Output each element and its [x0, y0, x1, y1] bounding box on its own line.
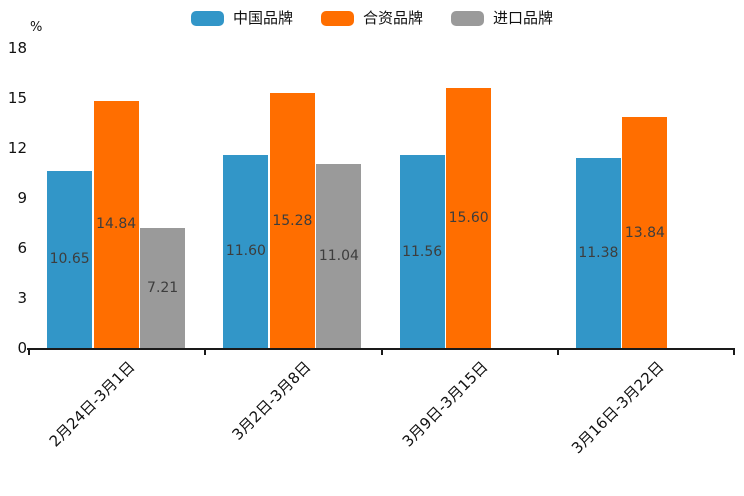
x-tick-mark: [28, 348, 30, 355]
legend-item-1: 合资品牌: [320, 9, 423, 27]
bar: [399, 155, 445, 348]
bar-value-label: 13.84: [624, 224, 665, 241]
bar-value-label: 14.84: [96, 216, 137, 233]
legend-label: 进口品牌: [493, 9, 554, 27]
x-tick-label: 3月9日-3月15日: [398, 357, 492, 451]
y-tick-label: 18: [7, 39, 27, 57]
y-tick-label: 15: [7, 89, 27, 107]
x-tick-label: 3月16日-3月22日: [567, 357, 668, 458]
legend-label: 合资品牌: [362, 9, 423, 27]
y-tick-label: 0: [17, 339, 27, 357]
bar-value-label: 15.28: [272, 212, 313, 229]
legend-swatch-icon: [320, 10, 354, 26]
bar-value-label: 15.60: [448, 210, 489, 226]
x-tick-mark: [733, 348, 735, 355]
y-tick-label: 6: [17, 239, 27, 257]
bar: [93, 100, 139, 348]
legend-item-2: 进口品牌: [451, 9, 553, 27]
bar: [316, 164, 362, 348]
bar: [47, 170, 93, 348]
bar: [223, 154, 269, 348]
y-tick-label: 9: [17, 189, 27, 207]
bar-value-label: 11.56: [402, 243, 443, 260]
bar: [140, 227, 186, 348]
bar: [622, 117, 668, 348]
y-tick-label: 3: [17, 289, 27, 307]
legend-label: 中国品牌: [232, 9, 293, 27]
y-axis-unit-label: %: [30, 20, 43, 35]
bar-value-label: 11.04: [318, 248, 359, 264]
bar: [446, 88, 492, 348]
bar-value-label: 7.21: [147, 279, 179, 296]
x-tick-mark: [380, 348, 383, 355]
y-tick-label: 12: [7, 139, 27, 157]
chart-legend: 中国品牌 合资品牌 进口品牌: [0, 9, 744, 27]
bar-value-label: 11.60: [225, 243, 266, 260]
x-tick-label: 3月2日-3月8日: [228, 357, 315, 444]
bar: [269, 93, 315, 348]
legend-swatch-icon: [451, 10, 484, 26]
bar: [575, 158, 621, 348]
x-tick-mark: [204, 348, 207, 355]
x-tick-mark: [556, 348, 559, 355]
bar-value-label: 11.38: [578, 245, 619, 262]
legend-item-0: 中国品牌: [190, 9, 293, 27]
x-tick-label: 2月24日-3月1日: [45, 357, 139, 451]
legend-swatch-icon: [190, 10, 224, 26]
bar-value-label: 10.65: [49, 251, 90, 268]
